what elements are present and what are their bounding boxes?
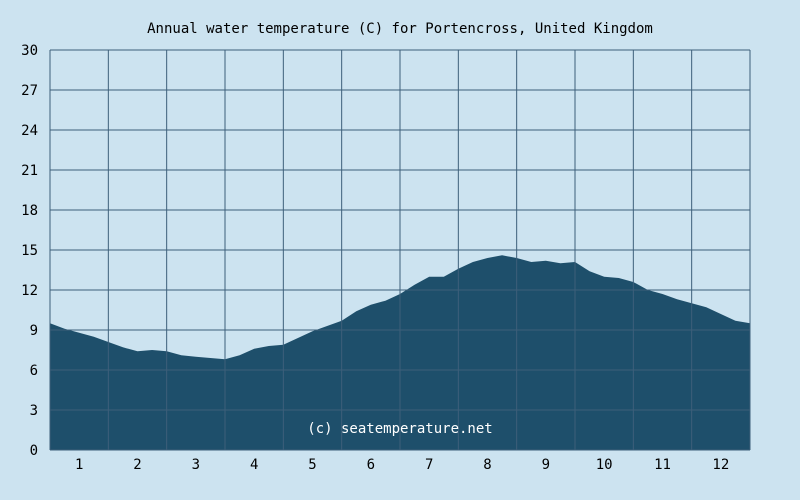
y-tick-label: 6 <box>30 363 38 379</box>
y-tick-label: 3 <box>30 403 38 419</box>
x-tick-label: 3 <box>192 457 200 473</box>
watermark-text: (c) seatemperature.net <box>307 421 492 437</box>
x-tick-label: 5 <box>308 457 316 473</box>
y-tick-label: 15 <box>21 243 38 259</box>
x-tick-label: 1 <box>75 457 83 473</box>
x-tick-label: 9 <box>542 457 550 473</box>
x-tick-label: 2 <box>133 457 141 473</box>
y-tick-label: 12 <box>21 283 38 299</box>
y-axis-ticks: 0 3 6 9 12 15 18 21 24 27 30 <box>21 43 38 459</box>
x-tick-label: 8 <box>483 457 491 473</box>
y-tick-label: 18 <box>21 203 38 219</box>
y-tick-label: 21 <box>21 163 38 179</box>
x-tick-label: 6 <box>367 457 375 473</box>
x-tick-label: 7 <box>425 457 433 473</box>
x-axis-ticks: 1 2 3 4 5 6 7 8 9 10 11 12 <box>75 457 729 473</box>
x-tick-label: 12 <box>712 457 729 473</box>
y-tick-label: 0 <box>30 443 38 459</box>
x-tick-label: 10 <box>596 457 613 473</box>
y-tick-label: 9 <box>30 323 38 339</box>
y-tick-label: 27 <box>21 83 38 99</box>
y-tick-label: 24 <box>21 123 38 139</box>
x-tick-label: 11 <box>654 457 671 473</box>
x-tick-label: 4 <box>250 457 258 473</box>
y-tick-label: 30 <box>21 43 38 59</box>
grid-lines <box>49 49 751 451</box>
chart-title: Annual water temperature (C) for Portenc… <box>147 21 653 37</box>
